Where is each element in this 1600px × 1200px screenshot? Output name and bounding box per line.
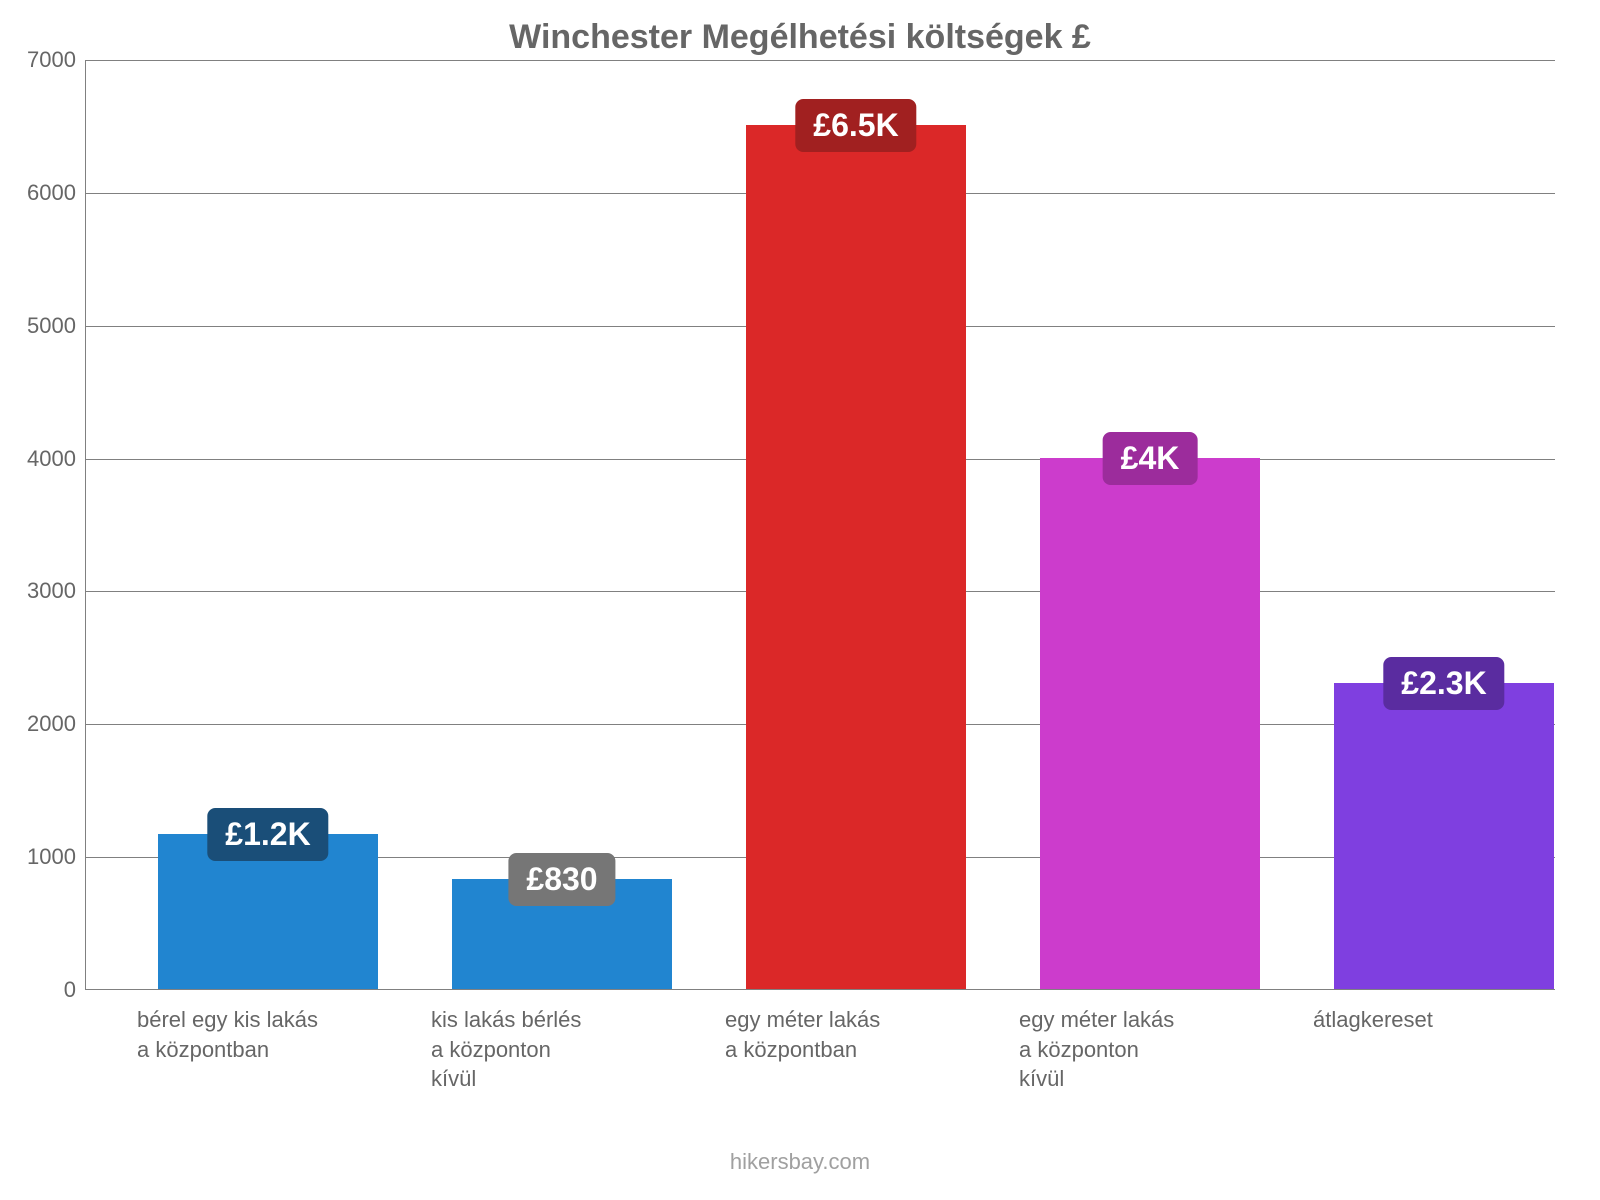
y-tick-label: 5000: [6, 313, 76, 339]
y-tick-label: 1000: [6, 844, 76, 870]
bar: [746, 125, 966, 989]
x-tick-label: bérel egy kis lakása központban: [137, 1005, 397, 1064]
bar: [1040, 458, 1260, 989]
value-badge: £2.3K: [1383, 657, 1504, 710]
bar: [1334, 683, 1554, 989]
y-tick-label: 3000: [6, 578, 76, 604]
y-tick-label: 0: [6, 977, 76, 1003]
bars-group: £1.2K £830 £6.5K £4K £2.3K: [86, 60, 1555, 989]
y-tick-label: 6000: [6, 180, 76, 206]
y-tick-label: 2000: [6, 711, 76, 737]
chart-title: Winchester Megélhetési költségek £: [0, 18, 1600, 57]
y-tick-label: 7000: [6, 47, 76, 73]
y-tick-label: 4000: [6, 446, 76, 472]
x-tick-label: kis lakás bérlésa központonkívül: [431, 1005, 691, 1094]
x-tick-label: átlagkereset: [1313, 1005, 1573, 1035]
attribution: hikersbay.com: [0, 1149, 1600, 1175]
x-tick-label: egy méter lakása központban: [725, 1005, 985, 1064]
value-badge: £1.2K: [207, 808, 328, 861]
value-badge: £830: [508, 853, 615, 906]
chart-container: Winchester Megélhetési költségek £ 0 1000…: [0, 0, 1600, 1200]
plot-area: £1.2K £830 £6.5K £4K £2.3K: [85, 60, 1555, 990]
value-badge: £6.5K: [795, 99, 916, 152]
value-badge: £4K: [1103, 432, 1198, 485]
x-tick-label: egy méter lakása központonkívül: [1019, 1005, 1279, 1094]
